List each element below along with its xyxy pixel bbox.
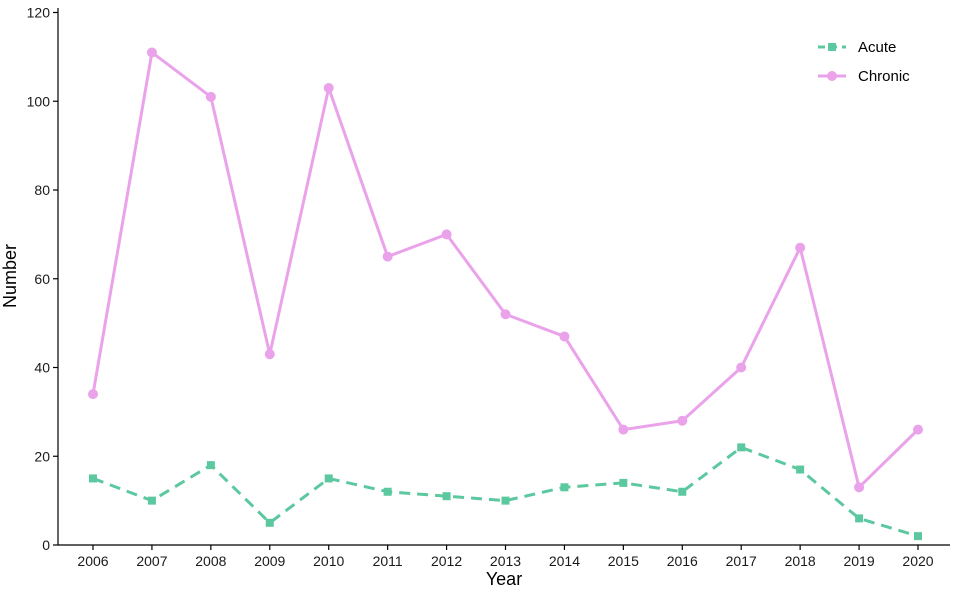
x-axis-title: Year (486, 569, 522, 589)
y-tick-label: 20 (34, 448, 50, 464)
data-point-chronic (677, 415, 688, 426)
x-tick-label: 2020 (902, 553, 933, 569)
y-tick-label: 80 (34, 182, 50, 198)
data-point-acute (442, 492, 451, 501)
data-point-chronic (205, 91, 216, 102)
x-tick-label: 2015 (608, 553, 639, 569)
legend-item-acute: Acute (818, 39, 896, 56)
x-tick-label: 2009 (254, 553, 285, 569)
x-tick-label: 2011 (373, 553, 403, 569)
legend-acute-marker (828, 43, 836, 51)
y-tick-label: 120 (27, 5, 51, 21)
data-point-chronic (795, 242, 806, 253)
data-point-acute (914, 532, 922, 541)
x-tick-label: 2018 (785, 553, 816, 569)
data-point-chronic (559, 331, 570, 342)
data-point-acute (796, 465, 805, 474)
x-tick-label: 2006 (77, 553, 108, 569)
x-tick-label: 2016 (667, 553, 698, 569)
data-point-acute (89, 474, 97, 483)
series-layer (88, 47, 923, 541)
data-point-chronic (854, 482, 865, 493)
data-point-acute (560, 483, 569, 492)
y-tick-label: 100 (27, 93, 51, 109)
legend-acute-label: Acute (858, 39, 896, 56)
x-tick-label: 2010 (313, 553, 344, 569)
x-tick-label: 2007 (136, 553, 167, 569)
data-point-chronic (88, 389, 98, 400)
y-axis-title: Number (0, 244, 20, 308)
data-point-acute (206, 461, 215, 470)
legend-chronic-label: Chronic (858, 68, 910, 85)
data-point-acute (324, 474, 333, 483)
y-axis-ticks: 0 20 40 60 80 100 120 (27, 5, 58, 553)
legend-item-chronic: Chronic (818, 68, 910, 85)
data-point-chronic (323, 82, 334, 93)
data-point-acute (501, 496, 510, 505)
data-point-chronic (913, 424, 923, 435)
y-tick-label: 40 (34, 360, 50, 376)
data-point-chronic (146, 47, 157, 58)
data-point-chronic (441, 229, 452, 240)
x-axis-ticks: 2006 2007 2008 2009 2010 2011 2012 2013 2014 2015… (77, 545, 934, 569)
y-tick-label: 0 (42, 537, 50, 553)
data-point-chronic (264, 349, 275, 360)
data-point-acute (678, 487, 687, 496)
data-point-acute (147, 496, 156, 505)
data-point-acute (855, 514, 864, 523)
plot-area: 0 20 40 60 80 100 120 2006 2007 2008 2009 2010 2011… (27, 5, 950, 569)
legend: Acute Chronic (818, 39, 910, 85)
data-point-acute (619, 478, 628, 487)
x-tick-label: 2017 (726, 553, 757, 569)
y-tick-label: 60 (34, 271, 50, 287)
x-tick-label: 2012 (431, 553, 462, 569)
x-tick-label: 2008 (195, 553, 226, 569)
x-tick-label: 2014 (549, 553, 580, 569)
x-tick-label: 2013 (490, 553, 521, 569)
data-point-chronic (618, 424, 629, 435)
x-tick-label: 2019 (843, 553, 874, 569)
series-line-acute (92, 445, 919, 538)
data-point-acute (265, 518, 274, 527)
data-point-acute (383, 487, 392, 496)
data-point-chronic (736, 362, 747, 373)
data-point-chronic (382, 251, 393, 262)
series-line-chronic (91, 50, 920, 489)
legend-chronic-marker (827, 71, 837, 81)
data-point-chronic (500, 309, 511, 320)
data-point-acute (737, 443, 746, 452)
